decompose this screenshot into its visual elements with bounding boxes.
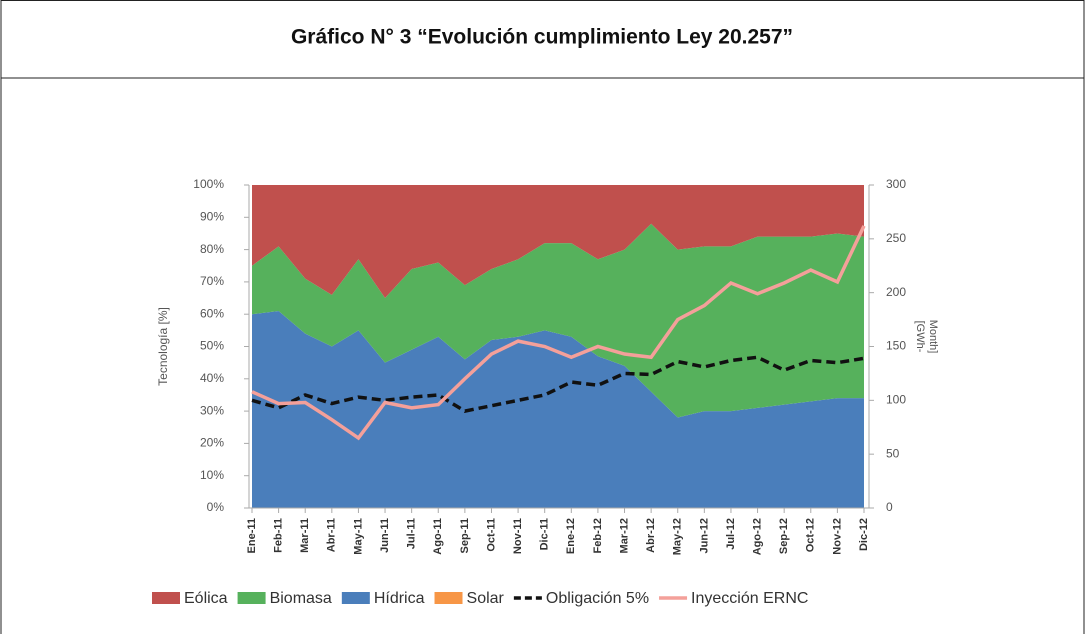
legend-swatch — [152, 592, 180, 604]
area — [252, 223, 864, 418]
area — [252, 310, 864, 508]
legend-label: Solar — [467, 590, 505, 607]
legend-label: Inyección ERNC — [691, 590, 808, 607]
x-tick-label: Abr-12 — [645, 518, 657, 553]
y2-tick-label: 50 — [886, 446, 900, 460]
x-tick-label: Oct-11 — [485, 518, 497, 552]
y-tick-label: 20% — [200, 436, 224, 450]
line — [251, 225, 866, 441]
x-tick-label: Dic-11 — [539, 518, 551, 550]
x-tick-label: Feb-12 — [592, 518, 604, 553]
y2-tick-label: 250 — [886, 231, 906, 245]
x-tick-label: Nov-11 — [512, 518, 524, 554]
x-tick-label: Oct-12 — [805, 518, 817, 552]
x-tick-label: Ene-11 — [246, 518, 258, 553]
x-tick-label: Ago-12 — [751, 518, 763, 555]
y-tick-label: 10% — [200, 468, 224, 482]
area — [252, 185, 864, 299]
x-tick-label: Sep-11 — [459, 518, 471, 553]
legend-label: Hídrica — [374, 590, 425, 607]
x-tick-label: Jul-12 — [725, 518, 737, 550]
x-tick-label: Ene-12 — [565, 518, 577, 554]
y-tick-label: 50% — [200, 339, 224, 353]
y-tick-label: 0% — [207, 500, 225, 514]
line — [251, 355, 865, 413]
legend-label: Obligación 5% — [546, 590, 649, 607]
y-tick-label: 40% — [200, 371, 224, 385]
y2-axis-label: [GWh- — [914, 321, 926, 353]
x-tick-label: Jul-11 — [406, 518, 418, 549]
x-tick-label: Sep-12 — [778, 518, 790, 554]
y2-tick-label: 100 — [886, 393, 906, 407]
x-tick-label: Mar-11 — [299, 518, 311, 553]
y-tick-label: 30% — [200, 403, 224, 417]
chart-title: Gráfico N° 3 “Evolución cumplimiento Ley… — [291, 26, 793, 49]
y2-axis-label: Month] — [927, 320, 939, 354]
y2-tick-label: 300 — [886, 177, 906, 191]
y-axis-label: Tecnología [%] — [156, 307, 170, 386]
x-tick-label: May-12 — [672, 518, 684, 555]
x-tick-label: Dic-12 — [858, 518, 870, 551]
x-tick-label: Feb-11 — [273, 518, 285, 553]
x-tick-label: Jun-12 — [698, 518, 710, 553]
y-tick-label: 70% — [200, 274, 224, 288]
legend-swatch — [341, 592, 370, 604]
legend-label: Biomasa — [270, 590, 332, 607]
y2-tick-label: 0 — [886, 500, 893, 514]
x-tick-label: Nov-12 — [831, 518, 843, 555]
y-tick-label: 100% — [193, 177, 224, 191]
x-tick-label: Mar-12 — [618, 518, 630, 553]
x-tick-label: Jun-11 — [379, 518, 391, 553]
legend-swatch — [237, 592, 266, 604]
y2-tick-label: 150 — [886, 339, 906, 353]
legend-swatch — [434, 592, 463, 604]
y-tick-label: 90% — [200, 209, 224, 223]
y2-tick-label: 200 — [886, 285, 906, 299]
y-tick-label: 60% — [200, 306, 224, 320]
legend-label: Eólica — [184, 590, 228, 607]
x-tick-label: May-11 — [352, 518, 364, 555]
y-tick-label: 80% — [200, 242, 224, 256]
x-tick-label: Ago-11 — [432, 518, 444, 555]
x-tick-label: Abr-11 — [326, 518, 338, 552]
